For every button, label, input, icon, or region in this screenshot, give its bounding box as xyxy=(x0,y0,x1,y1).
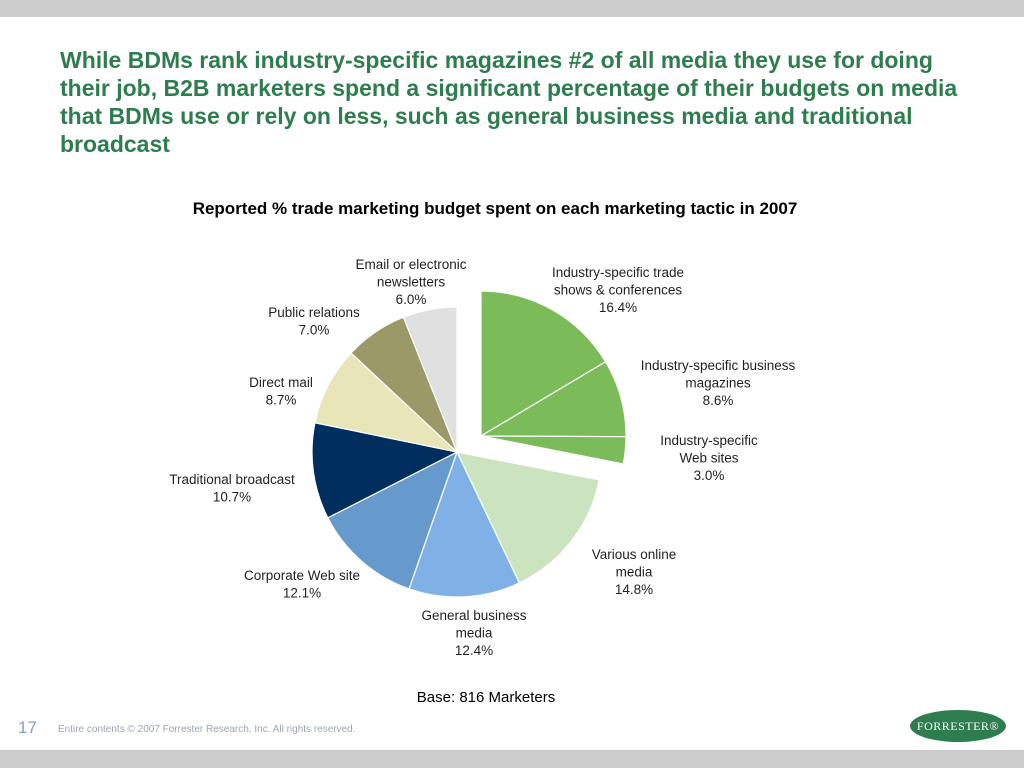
slice-label: Industry-specific trade shows & conferenc… xyxy=(552,265,684,315)
slice-label: Public relations 7.0% xyxy=(268,305,360,338)
slice-label-line: Industry-specific business xyxy=(641,358,796,373)
slice-label-line: Corporate Web site xyxy=(244,568,360,583)
slice-label-line: 3.0% xyxy=(694,468,725,483)
pie-slice xyxy=(455,451,600,584)
base-note: Base: 816 Marketers xyxy=(416,689,556,706)
slice-label-line: Direct mail xyxy=(249,375,313,390)
slice-label-line: magazines xyxy=(685,376,751,391)
slice-label-line: Industry-specific xyxy=(660,433,758,448)
slice-label-line: newsletters xyxy=(377,275,446,290)
slice-label: Industry-specific business magazines 8.6% xyxy=(641,358,796,408)
forrester-logo: FORRESTER® xyxy=(910,710,1006,742)
pie-slice xyxy=(480,290,607,438)
slice-label-line: 12.4% xyxy=(455,643,493,658)
slice-label-line: 12.1% xyxy=(283,586,321,601)
slice-label-line: Industry-specific trade xyxy=(552,265,684,280)
slice-label-line: 16.4% xyxy=(599,300,637,315)
slice-label: Corporate Web site 12.1% xyxy=(244,568,360,601)
slice-label-line: Public relations xyxy=(268,305,360,320)
slice-label-line: 8.7% xyxy=(266,393,297,408)
slice-label: General business media 12.4% xyxy=(421,608,526,658)
slice-label-line: Web sites xyxy=(679,451,738,466)
logo-text: FORRESTER® xyxy=(916,718,1000,733)
slice-label-line: 8.6% xyxy=(703,393,734,408)
slice-label-line: media xyxy=(616,565,653,580)
slice-label: Direct mail 8.7% xyxy=(249,375,313,408)
slice-label-line: 6.0% xyxy=(396,292,427,307)
slice-label: Industry-specific Web sites 3.0% xyxy=(660,433,758,483)
slice-label-line: shows & conferences xyxy=(554,283,683,298)
slice-label: Various online media 14.8% xyxy=(592,547,677,597)
pie-slice xyxy=(326,450,459,590)
pie-slice xyxy=(402,306,458,453)
chart-title: Reported % trade marketing budget spent … xyxy=(192,199,798,218)
slice-label-line: 10.7% xyxy=(213,490,251,505)
slice-label-line: General business xyxy=(421,608,526,623)
slice-label-line: Various online xyxy=(592,547,677,562)
slice-label: Email or electronic newsletters 6.0% xyxy=(355,257,466,307)
slice-label: Traditional broadcast 10.7% xyxy=(169,472,295,505)
copyright-notice: Entire contents © 2007 Forrester Researc… xyxy=(58,724,356,735)
slice-label-line: 7.0% xyxy=(299,323,330,338)
pie-slice xyxy=(480,435,627,465)
page-number: 17 xyxy=(18,718,37,737)
slice-label-line: 14.8% xyxy=(615,582,653,597)
pie-slice xyxy=(311,422,459,519)
slide-headline: While BDMs rank industry-specific magazi… xyxy=(60,47,958,157)
top-border-bar xyxy=(0,0,1024,17)
pie-slice xyxy=(408,450,521,598)
bottom-border-bar xyxy=(0,750,1024,768)
slice-label-line: Email or electronic xyxy=(355,257,466,272)
slice-label-line: Traditional broadcast xyxy=(169,472,295,487)
slice-label-line: media xyxy=(456,626,493,641)
